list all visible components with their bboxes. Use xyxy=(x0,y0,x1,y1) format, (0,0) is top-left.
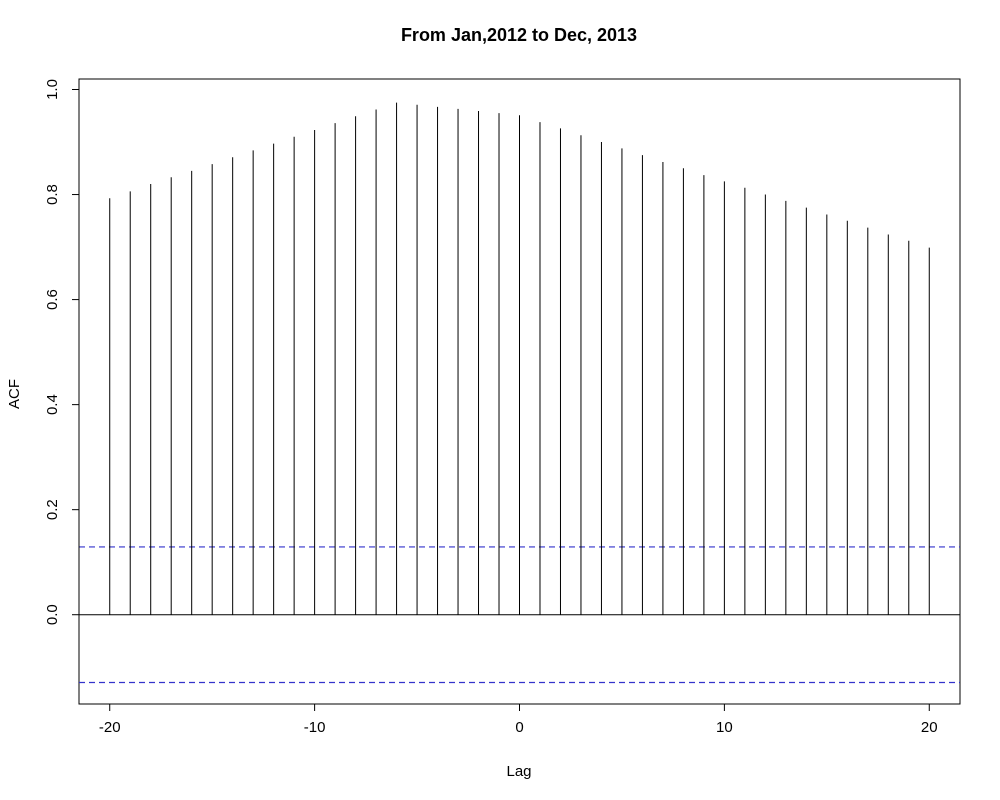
y-tick-label: 0.8 xyxy=(44,184,61,205)
y-tick-label: 0.0 xyxy=(44,604,61,625)
x-tick-label: 10 xyxy=(716,719,733,736)
plot-area: -20 -10 0 10 20 0.0 0.2 0.4 0.6 0.8 1.0 xyxy=(44,79,960,736)
x-tick-label: 0 xyxy=(515,719,523,736)
y-tick-label: 0.4 xyxy=(44,394,61,415)
x-axis-label: Lag xyxy=(506,763,531,780)
x-tick-label: -10 xyxy=(304,719,326,736)
y-axis-label: ACF xyxy=(6,379,23,409)
x-tick-label: 20 xyxy=(921,719,938,736)
x-tick-label: -20 xyxy=(99,719,121,736)
y-tick-label: 0.6 xyxy=(44,289,61,310)
y-tick-label: 0.2 xyxy=(44,499,61,520)
chart-title: From Jan,2012 to Dec, 2013 xyxy=(401,25,637,45)
y-tick-label: 1.0 xyxy=(44,79,61,100)
